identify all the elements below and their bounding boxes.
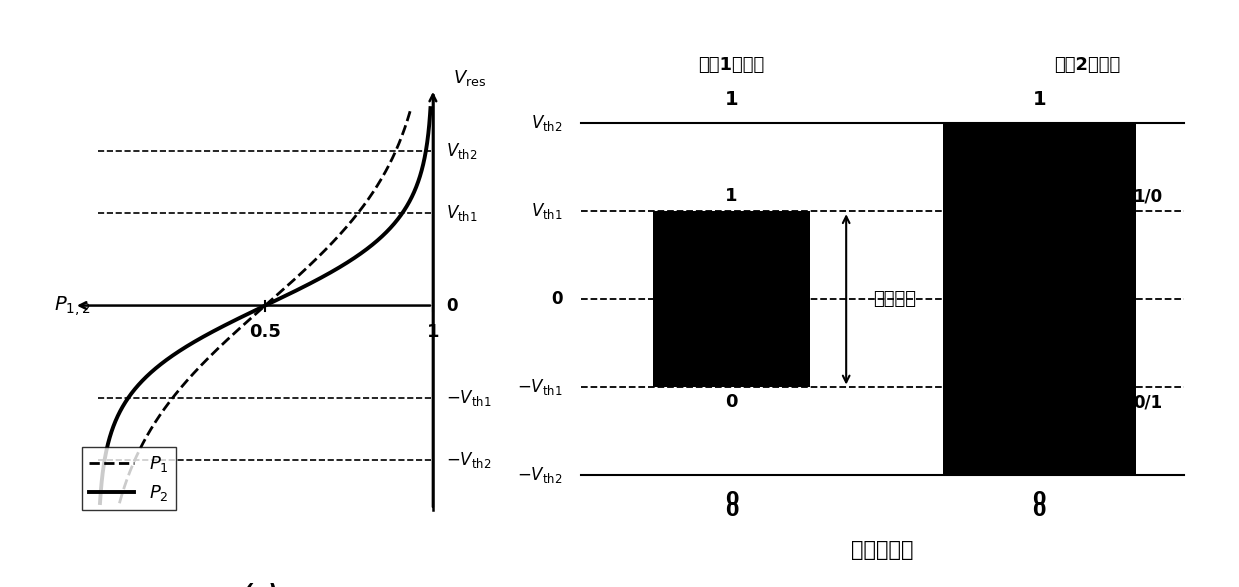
Text: $P_{1, 2}$: $P_{1, 2}$ [55,294,90,318]
Text: $-V_{\mathrm{th2}}$: $-V_{\mathrm{th2}}$ [446,450,492,470]
Text: 0.5: 0.5 [249,323,281,341]
Text: 0: 0 [725,490,738,509]
Bar [943,123,1136,475]
Text: 1: 1 [725,90,738,109]
Text: 噪声量化器: 噪声量化器 [851,540,913,560]
Text: $-V_{\mathrm{th2}}$: $-V_{\mathrm{th2}}$ [517,465,563,485]
Text: $V_{\mathrm{res}}$: $V_{\mathrm{res}}$ [453,68,486,88]
Text: $-V_{\mathrm{th1}}$: $-V_{\mathrm{th1}}$ [517,377,563,397]
Text: 0: 0 [1032,501,1046,520]
Text: $-V_{\mathrm{th1}}$: $-V_{\mathrm{th1}}$ [446,389,492,409]
Text: 1: 1 [725,187,737,205]
Text: 0: 0 [725,501,738,520]
Text: (a): (a) [243,583,278,587]
Text: 0: 0 [446,296,458,315]
Text: $V_{\mathrm{th2}}$: $V_{\mathrm{th2}}$ [532,113,563,133]
Text: $V_{\mathrm{th1}}$: $V_{\mathrm{th1}}$ [532,201,563,221]
Text: 1/0: 1/0 [1134,187,1162,205]
Text: 0: 0 [551,291,563,308]
Text: 0: 0 [1032,490,1046,509]
Text: 比较2的输出: 比较2的输出 [1054,56,1120,74]
Text: $V_{\mathrm{th2}}$: $V_{\mathrm{th2}}$ [446,141,478,161]
Legend: $P_1$, $P_2$: $P_1$, $P_2$ [82,447,176,510]
Text: 0: 0 [725,393,737,411]
Text: 亚稳态区: 亚稳态区 [873,291,916,308]
Text: 1: 1 [426,323,439,341]
Text: 1: 1 [1032,90,1046,109]
Text: 比较1的输出: 比较1的输出 [699,56,764,74]
Bar [653,211,810,387]
Text: $V_{\mathrm{th1}}$: $V_{\mathrm{th1}}$ [446,203,478,222]
Text: 0/1: 0/1 [1134,393,1162,411]
